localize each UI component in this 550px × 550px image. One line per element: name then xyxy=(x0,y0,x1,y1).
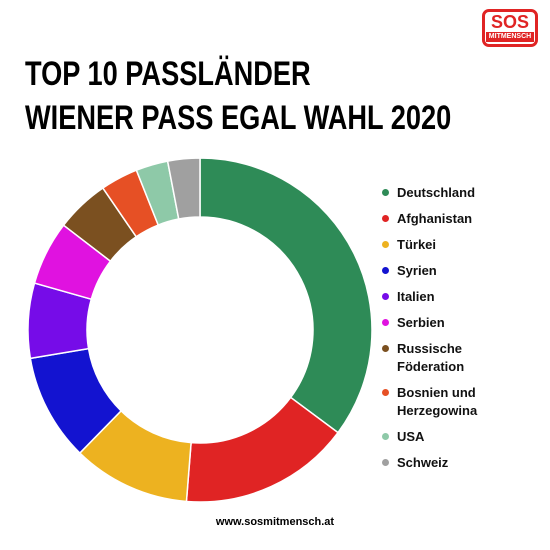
logo: SOS MITMENSCH xyxy=(482,9,538,47)
legend-marker xyxy=(382,389,389,396)
legend-item: Afghanistan xyxy=(382,210,477,228)
legend-item: Russische Föderation xyxy=(382,340,477,376)
legend-label: USA xyxy=(397,429,425,444)
legend-marker xyxy=(382,459,389,466)
legend-marker xyxy=(382,345,389,352)
legend-item: Türkei xyxy=(382,236,477,254)
legend-item: Serbien xyxy=(382,314,477,332)
legend-item: Schweiz xyxy=(382,454,477,472)
logo-name: SOS xyxy=(490,12,529,32)
legend-marker xyxy=(382,189,389,196)
legend-item: Syrien xyxy=(382,262,477,280)
legend-label: Syrien xyxy=(397,263,437,278)
legend-marker xyxy=(382,319,389,326)
logo-tagline: MITMENSCH xyxy=(486,32,534,42)
legend-marker xyxy=(382,241,389,248)
slice xyxy=(199,157,373,434)
chart-title: TOP 10 PASSLÄNDER WIENER PASS EGAL WAHL … xyxy=(25,55,452,137)
legend-item: Deutschland xyxy=(382,184,477,202)
legend-marker xyxy=(382,267,389,274)
legend-item: Italien xyxy=(382,288,477,306)
legend-label: Afghanistan xyxy=(397,211,473,226)
legend-item: Bosnien und Herzegowina xyxy=(382,384,477,420)
footer: www.sosmitmensch.at xyxy=(215,516,335,528)
slice xyxy=(166,157,201,220)
legend-label: Schweiz xyxy=(397,455,449,470)
legend-marker xyxy=(382,293,389,300)
legend-label: Russische Föderation xyxy=(397,341,465,374)
legend-label: Bosnien und Herzegowina xyxy=(397,385,478,418)
legend-label: Italien xyxy=(397,289,435,304)
legend-label: Deutschland xyxy=(397,185,476,200)
legend-label: Türkei xyxy=(397,237,437,252)
legend-item: USA xyxy=(382,428,477,446)
legend-marker xyxy=(382,215,389,222)
legend-label: Serbien xyxy=(397,315,445,330)
legend-marker xyxy=(382,433,389,440)
legend: Deutschland Afghanistan Türkei Syrien Italie… xyxy=(382,184,477,472)
